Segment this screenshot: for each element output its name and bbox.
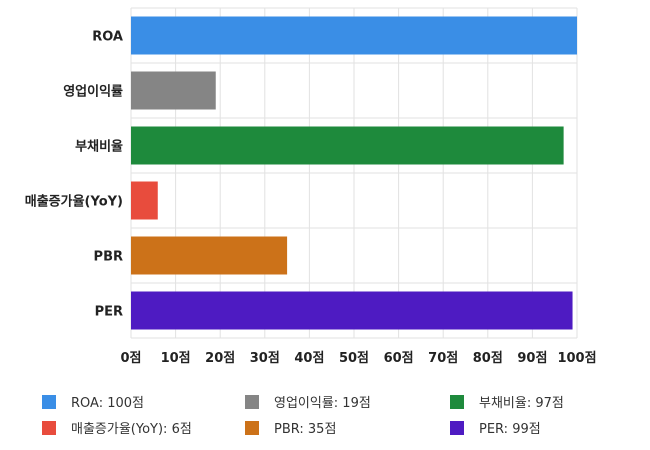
x-axis-ticks: 0점 10점 20점 30점 40점 50점 60점 70점 80점 90점 100점 xyxy=(120,351,596,366)
x-tick-label: 100점 xyxy=(557,351,596,366)
x-tick-label: 40점 xyxy=(294,351,324,366)
legend-item[interactable]: ROA: 100점 xyxy=(42,395,144,411)
legend-item[interactable]: PBR: 35점 xyxy=(245,421,336,437)
x-tick-label: 60점 xyxy=(384,351,414,366)
x-tick-label: 90점 xyxy=(517,351,547,366)
legend-label: 매출증가율(YoY): 6점 xyxy=(71,422,192,437)
legend-label: 영업이익률: 19점 xyxy=(274,396,371,411)
legend-swatch xyxy=(245,421,259,435)
bar-5[interactable] xyxy=(131,292,573,330)
legend-swatch xyxy=(42,395,56,409)
x-tick-label: 0점 xyxy=(120,351,141,366)
category-label: PBR xyxy=(94,250,123,265)
bar-3[interactable] xyxy=(131,182,158,220)
x-tick-label: 70점 xyxy=(428,351,458,366)
legend-swatch xyxy=(450,395,464,409)
legend-label: 부채비율: 97점 xyxy=(479,396,564,411)
legend-item[interactable]: PER: 99점 xyxy=(450,421,541,437)
legend-label: PBR: 35점 xyxy=(274,422,336,437)
x-tick-label: 10점 xyxy=(161,351,191,366)
grid-lines xyxy=(131,8,577,338)
legend-swatch xyxy=(42,421,56,435)
bar-2[interactable] xyxy=(131,127,564,165)
category-label: PER xyxy=(95,305,123,320)
legend-item[interactable]: 영업이익률: 19점 xyxy=(245,395,371,411)
legend-swatch xyxy=(450,421,464,435)
legend-label: ROA: 100점 xyxy=(71,396,144,411)
legend-item[interactable]: 매출증가율(YoY): 6점 xyxy=(42,421,192,437)
category-label: 매출증가율(YoY) xyxy=(25,194,123,210)
x-tick-label: 80점 xyxy=(473,351,503,366)
x-tick-label: 30점 xyxy=(250,351,280,366)
category-label: 부채비율 xyxy=(75,139,123,155)
legend-item[interactable]: 부채비율: 97점 xyxy=(450,395,564,411)
bar-1[interactable] xyxy=(131,72,216,110)
bar-4[interactable] xyxy=(131,237,287,275)
legend-swatch xyxy=(245,395,259,409)
category-label: ROA xyxy=(92,30,123,45)
legend-label: PER: 99점 xyxy=(479,422,541,437)
x-tick-label: 50점 xyxy=(339,351,369,366)
legend: ROA: 100점 영업이익률: 19점 부채비율: 97점매출증가율(YoY): … xyxy=(42,395,564,437)
x-tick-label: 20점 xyxy=(205,351,235,366)
bar-0[interactable] xyxy=(131,17,577,55)
category-label: 영업이익률 xyxy=(63,84,123,100)
